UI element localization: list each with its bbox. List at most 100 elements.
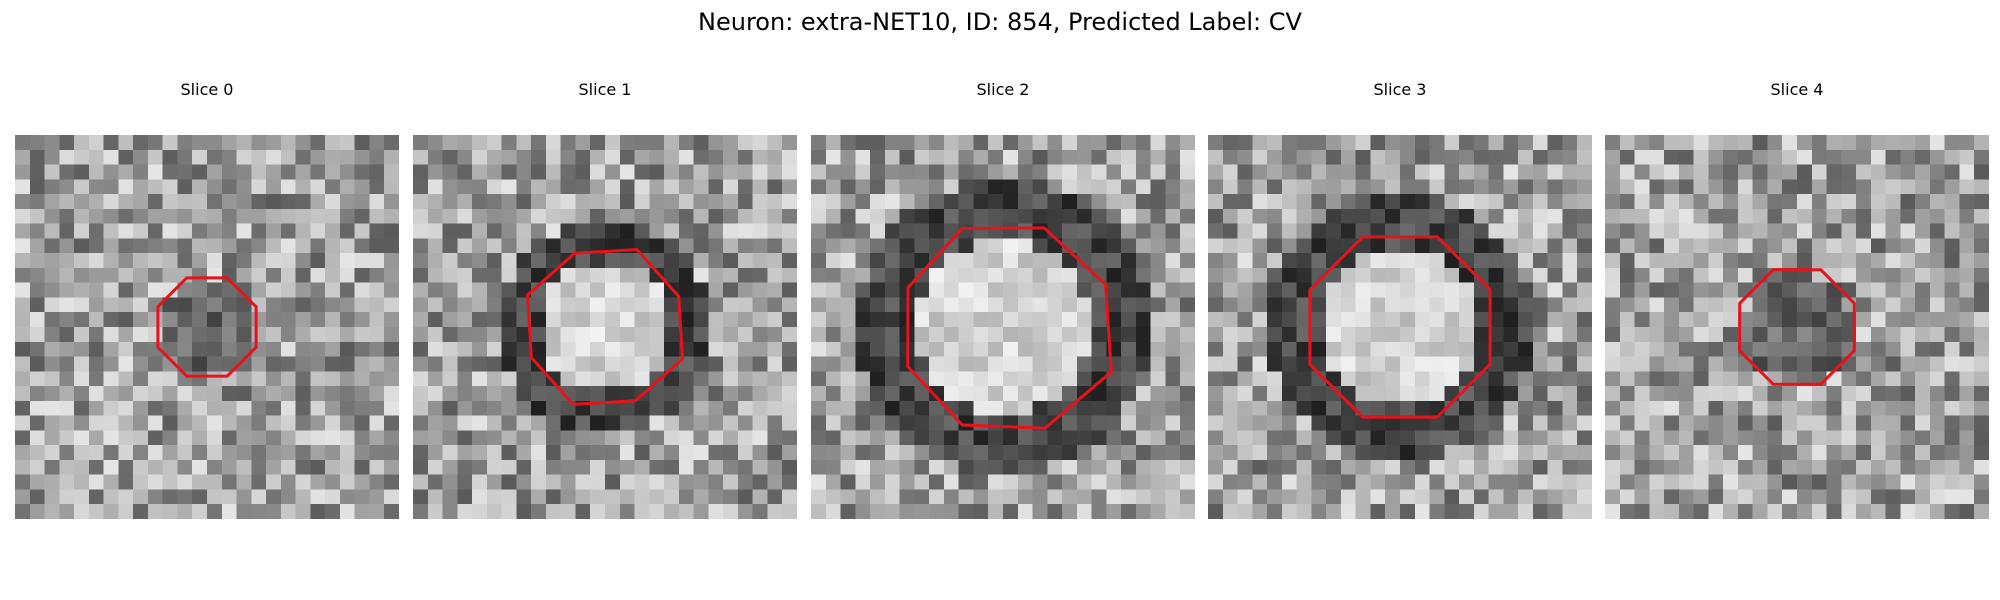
pixel [914, 327, 930, 343]
pixel [1959, 297, 1975, 313]
pixel [1678, 445, 1695, 461]
pixel [1222, 149, 1239, 166]
pixel [1708, 386, 1724, 402]
pixel [162, 194, 179, 210]
pixel [325, 327, 341, 343]
pixel [1649, 489, 1665, 505]
pixel [1296, 282, 1312, 299]
pixel [74, 445, 90, 461]
pixel [958, 267, 975, 284]
pixel [1252, 267, 1268, 284]
pixel [1826, 459, 1842, 476]
pixel [1503, 267, 1519, 284]
pixel [1091, 179, 1107, 195]
pixel [1708, 430, 1724, 446]
pixel [1003, 135, 1019, 151]
pixel [295, 489, 311, 505]
pixel [103, 312, 119, 328]
pixel [1165, 445, 1181, 461]
pixel [1106, 135, 1122, 151]
pixel [737, 459, 754, 476]
pixel [486, 135, 503, 151]
pixel [988, 341, 1004, 358]
pixel [29, 415, 46, 431]
pixel [147, 386, 164, 402]
pixel [74, 371, 90, 387]
pixel [1649, 445, 1665, 461]
pixel [59, 430, 75, 446]
pixel [811, 282, 827, 299]
pixel [118, 194, 134, 210]
pixel [1577, 253, 1592, 269]
pixel [1267, 459, 1283, 476]
pixel [1252, 149, 1268, 166]
pixel [59, 341, 75, 358]
pixel [619, 415, 636, 431]
pixel [384, 430, 399, 446]
pixel [840, 371, 856, 387]
pixel [1459, 489, 1475, 505]
pixel [501, 474, 517, 491]
pixel [1003, 223, 1019, 239]
pixel [1900, 164, 1916, 180]
pixel [44, 135, 60, 151]
pixel [590, 371, 606, 387]
pixel [1693, 312, 1709, 328]
pixel [501, 238, 517, 254]
pixel [723, 327, 739, 343]
pixel [531, 267, 547, 284]
pixel [1974, 223, 1989, 239]
pixel [1577, 282, 1592, 299]
pixel [147, 208, 164, 225]
pixel [207, 371, 223, 387]
pixel [118, 489, 134, 505]
pixel [1252, 459, 1268, 476]
pixel [1944, 356, 1961, 372]
pixel [1252, 445, 1268, 461]
pixel [207, 194, 223, 210]
pixel [1708, 149, 1724, 166]
pixel [339, 459, 356, 476]
pixel [15, 135, 31, 151]
pixel [1562, 504, 1578, 519]
pixel [531, 430, 547, 446]
pixel [1634, 208, 1650, 225]
pixel [811, 312, 827, 328]
pixel [1281, 474, 1298, 491]
pixel [1959, 430, 1975, 446]
pixel [339, 371, 356, 387]
pixel [1237, 445, 1253, 461]
pixel [1121, 341, 1137, 358]
pixel [560, 149, 577, 166]
pixel [295, 194, 311, 210]
pixel [1841, 208, 1857, 225]
pixel [531, 135, 547, 151]
pixel [133, 504, 149, 519]
pixel [1208, 282, 1224, 299]
pixel [133, 238, 149, 254]
pixel [1237, 371, 1253, 387]
pixel [1150, 415, 1167, 431]
pixel [147, 459, 164, 476]
pixel [1340, 474, 1357, 491]
pixel [1649, 223, 1665, 239]
pixel [88, 179, 105, 195]
pixel [1326, 445, 1342, 461]
pixel [1165, 356, 1181, 372]
pixel [575, 312, 591, 328]
pixel [649, 238, 665, 254]
pixel [1473, 238, 1490, 254]
pixel [1532, 489, 1549, 505]
pixel [1797, 297, 1813, 313]
pixel [899, 135, 915, 151]
pixel [118, 223, 134, 239]
pixel [1532, 238, 1549, 254]
pixel [560, 356, 577, 372]
pixel [413, 208, 429, 225]
pixel [1180, 179, 1195, 195]
pixel [118, 253, 134, 269]
pixel [1870, 164, 1887, 180]
pixel [1900, 445, 1916, 461]
pixel [442, 238, 458, 254]
pixel [1737, 489, 1754, 505]
